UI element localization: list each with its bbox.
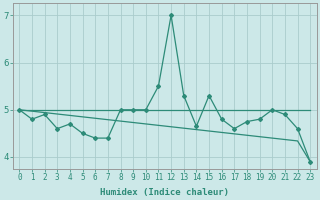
X-axis label: Humidex (Indice chaleur): Humidex (Indice chaleur) <box>100 188 229 197</box>
